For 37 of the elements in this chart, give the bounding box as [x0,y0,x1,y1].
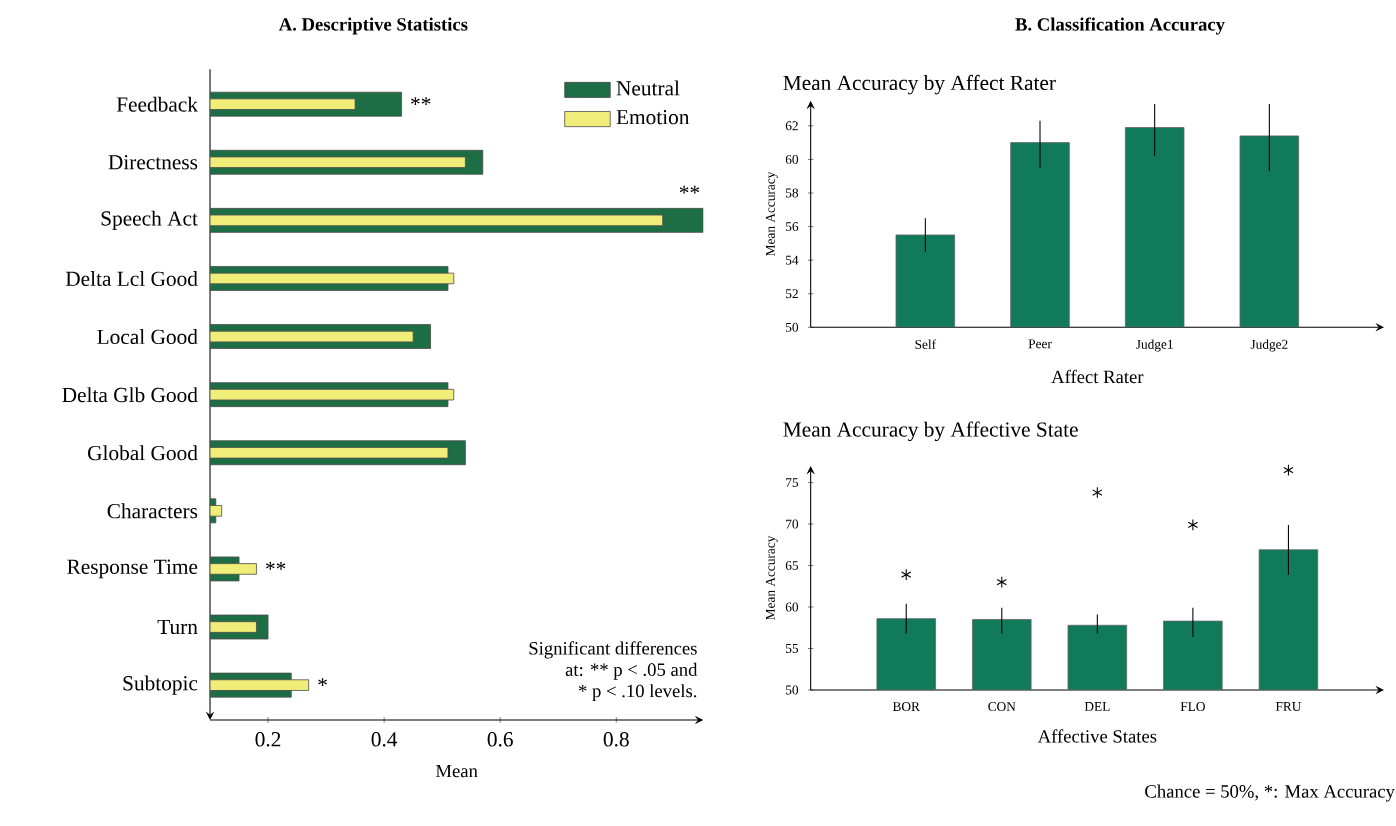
annotation: at: ** p < .05 and [565,662,698,680]
x-tick-label: 0.2 [255,732,281,747]
x-tick-label: 0.6 [487,732,513,747]
y-tick-label: Directness [108,155,198,170]
annotation: ** [266,561,286,570]
point [1092,486,1103,499]
point [901,568,912,581]
annotation: ** [411,97,431,106]
legend-label: Neutral [616,80,680,96]
x-axis-title: Mean [435,764,478,778]
chart-subtitle: Mean Accuracy by Affect Rater [783,74,1056,95]
y-tick-label: Delta Lcl Good [65,270,198,286]
legend-label: Emotion [616,109,690,125]
y-tick-label: Delta Glb Good [62,387,198,403]
y-tick-label: Turn [157,619,198,635]
x-tick-label: 0.8 [603,732,629,747]
chart-title: Mean Accuracy by Affective State [783,421,1078,442]
y-tick-label: Response Time [67,559,198,579]
annotation: Significant differences [529,641,697,659]
y-tick-label: Characters [107,503,198,519]
chart-title: A. Descriptive Statistics [278,17,468,35]
chart-title: B. Classification Accuracy [1015,17,1225,35]
y-tick-label: Subtopic [123,675,198,695]
y-tick-label: Local Good [97,329,198,345]
point [1187,519,1199,531]
point [1283,464,1294,476]
text: Chance = 50%, *: Max Accuracy [1145,784,1395,802]
y-tick-label: Speech Act [101,210,198,231]
annotation: * p < .10 levels. [578,684,697,702]
y-tick-label: Global Good [88,445,198,461]
annotation: * [318,678,327,686]
point [996,576,1007,588]
x-axis-title: Affective States [1037,729,1157,743]
x-tick-label: 0.4 [371,732,398,747]
y-tick-label: Feedback [116,96,198,112]
x-axis-title: Affect Rater [1051,369,1144,384]
annotation: ** [679,185,700,194]
